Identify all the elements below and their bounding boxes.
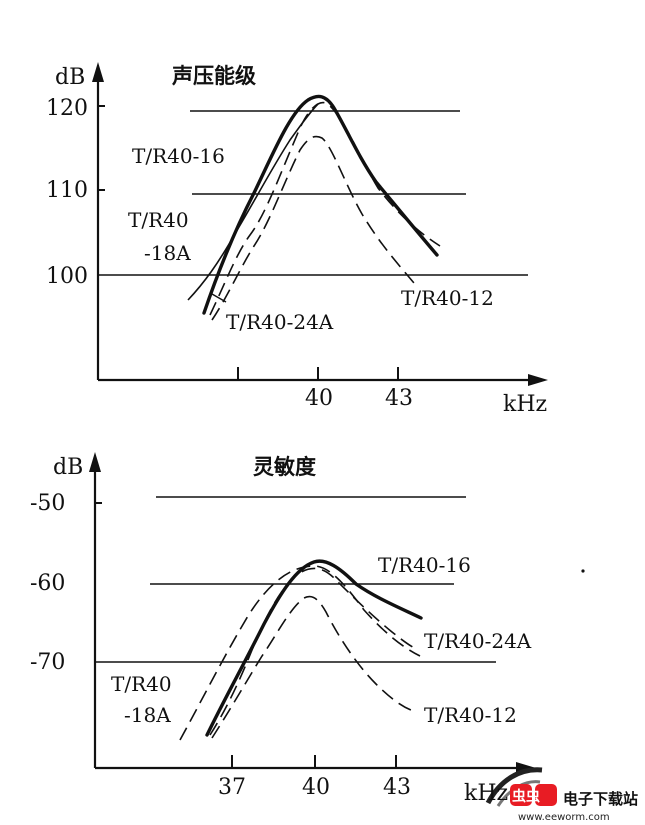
series-T-R40-18A [179, 565, 421, 741]
watermark [485, 767, 557, 807]
x-axis-arrow [528, 374, 548, 386]
y-axis-arrow [92, 62, 104, 82]
x-tick-label: 43 [383, 775, 411, 800]
y-axis-unit: dB [53, 455, 83, 480]
curve-label: T/R40-24A [226, 310, 334, 334]
watermark-url: www.eeworm.com [518, 812, 610, 823]
y-axis-unit: dB [55, 65, 85, 90]
curve-label: T/R40-12 [401, 286, 494, 310]
curve-label: T/R40 [111, 672, 172, 696]
curve-label: T/R40-16 [132, 144, 225, 168]
series-T-R40-24A [209, 101, 441, 316]
y-tick-label: 120 [46, 96, 88, 121]
y-tick-label: -70 [30, 650, 65, 675]
x-tick-label: 37 [218, 775, 246, 800]
curve-label: T/R40 [128, 208, 189, 232]
x-tick-label: 40 [305, 386, 333, 411]
series-T-R40-24A [209, 567, 419, 736]
y-tick-label: -60 [30, 571, 65, 596]
series-T-R40-12 [211, 595, 417, 739]
curve-label: T/R40-24A [424, 629, 532, 653]
curve-label: -18A [144, 241, 191, 265]
y-axis-arrow [89, 452, 101, 472]
chart-title: 声压能级 [171, 64, 256, 88]
curve-label: T/R40-16 [378, 553, 471, 577]
y-tick-label: -50 [30, 491, 65, 516]
series-T-R40-16 [202, 94, 439, 315]
speck [581, 569, 585, 573]
x-tick-label: 43 [385, 386, 413, 411]
chart-title: 灵敏度 [253, 455, 316, 479]
label-leader [211, 293, 227, 303]
x-axis-unit: kHz [503, 392, 547, 417]
chart-sensitivity [89, 452, 585, 774]
series-T-R40-12 [211, 135, 415, 321]
watermark-name: 电子下载站 [563, 790, 638, 808]
x-tick-label: 40 [302, 775, 330, 800]
x-axis-unit: kHz [464, 781, 508, 806]
watermark-logo-icon [535, 784, 557, 806]
curve-label: -18A [124, 703, 171, 727]
y-tick-label: 110 [46, 178, 88, 203]
chart-spl [92, 62, 548, 386]
watermark-logo-icon [510, 784, 532, 806]
curve-label: T/R40-12 [424, 703, 517, 727]
y-tick-label: 100 [46, 264, 88, 289]
watermark-logo-text: 虫虫 [512, 788, 540, 805]
watermark-logo-swoosh-icon [485, 767, 543, 805]
